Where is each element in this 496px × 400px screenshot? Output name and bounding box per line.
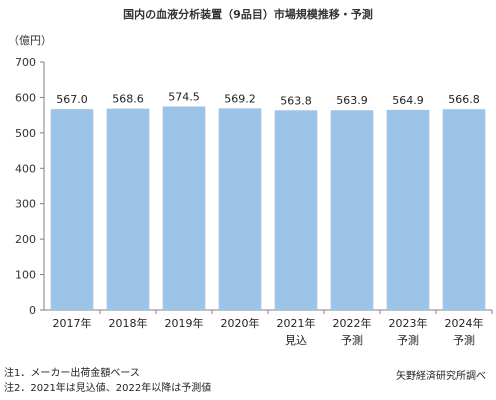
footnote-2: 注2．2021年は見込値、2022年以降は予測値 [4, 383, 212, 394]
y-tick-label: 700 [15, 56, 36, 69]
x-tick-label: 2018年 [109, 316, 148, 330]
bar [330, 110, 374, 310]
y-tick-label: 0 [29, 304, 36, 317]
bar [106, 108, 150, 310]
x-tick-label: 2023年 [389, 316, 428, 330]
bar-value-label: 569.2 [224, 92, 256, 105]
bar-value-label: 563.8 [280, 94, 312, 107]
bar [218, 108, 262, 310]
bar-value-label: 567.0 [56, 93, 88, 106]
x-tick-label: 2021年 [277, 316, 316, 330]
y-tick-label: 400 [15, 162, 36, 175]
footnote-1: 注1．メーカー出荷金額ベース [4, 368, 140, 379]
value-labels: 567.0 568.6 574.5 569.2 563.8 563.9 564.9 566.8 [56, 90, 480, 107]
y-tick-label: 300 [15, 198, 36, 211]
bar [442, 109, 486, 310]
bar-value-label: 563.9 [336, 94, 368, 107]
y-axis: 0 100 200 300 400 500 600 700 [15, 56, 44, 317]
x-tick-label: 2020年 [221, 316, 260, 330]
x-tick-label: 2017年 [53, 316, 92, 330]
y-tick-label: 200 [15, 233, 36, 246]
x-tick-sublabel: 予測 [397, 333, 419, 347]
y-axis-unit-label: （億円） [8, 34, 52, 47]
chart-title: 国内の血液分析装置（9品目）市場規模推移・予測 [123, 7, 373, 21]
bar [274, 110, 318, 310]
bar-value-label: 566.8 [448, 93, 480, 106]
x-tick-sublabel: 見込 [285, 334, 307, 347]
bar-value-label: 574.5 [168, 90, 200, 103]
y-tick-label: 500 [15, 127, 36, 140]
x-tick-sublabel: 予測 [341, 333, 363, 347]
bars [50, 106, 486, 311]
bar-value-label: 564.9 [392, 94, 424, 107]
y-tick-label: 100 [15, 269, 36, 282]
bar-value-label: 568.6 [112, 93, 144, 106]
x-tick-label: 2019年 [165, 316, 204, 330]
bar [162, 106, 206, 310]
x-tick-sublabel: 予測 [453, 333, 475, 347]
source-credit: 矢野経済研究所調べ [396, 371, 486, 382]
bar [50, 109, 94, 311]
bar [386, 109, 430, 310]
x-tick-label: 2022年 [333, 316, 372, 330]
x-tick-label: 2024年 [445, 316, 484, 330]
y-tick-label: 600 [15, 91, 36, 104]
